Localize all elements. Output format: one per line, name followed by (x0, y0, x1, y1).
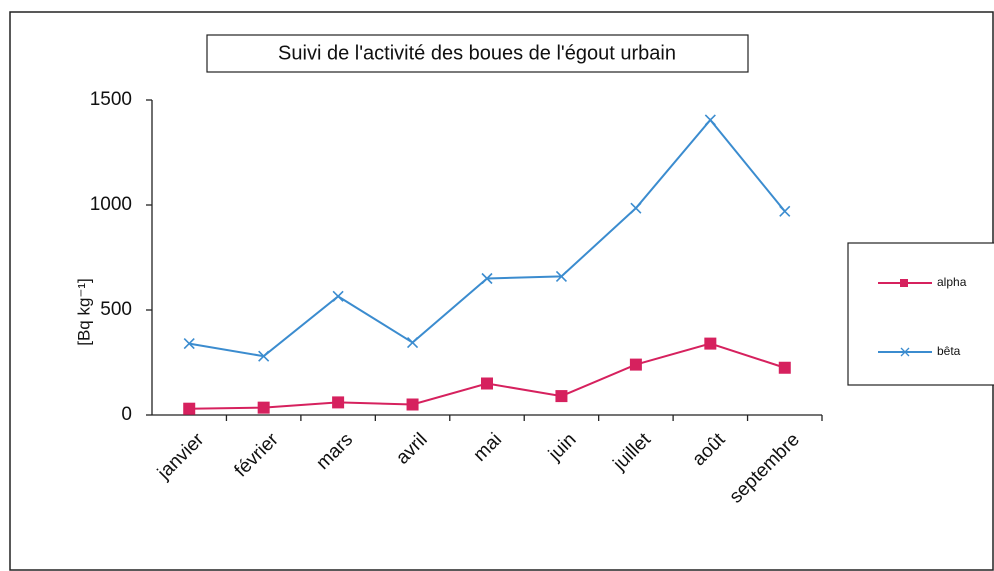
legend-marker (900, 279, 908, 287)
title-box (206, 34, 749, 73)
y-axis-label: [Bq kg⁻¹] (74, 278, 93, 346)
y-tick-label: 0 (121, 404, 132, 425)
marker (704, 114, 716, 126)
marker (555, 270, 568, 282)
marker (481, 377, 493, 390)
legend-box (847, 242, 994, 386)
marker (481, 272, 493, 285)
marker (778, 361, 791, 374)
marker (704, 337, 717, 350)
legend-marker (900, 347, 910, 357)
y-tick-label: 1500 (90, 89, 132, 110)
y-tick-label: 1000 (90, 194, 132, 215)
marker (332, 396, 345, 409)
marker (257, 401, 270, 414)
chart-frame (9, 11, 994, 571)
chart-title: Suivi de l'activité des boues de l'égout… (278, 42, 676, 64)
marker (779, 205, 791, 217)
marker (406, 336, 419, 349)
marker (629, 358, 642, 371)
marker (183, 338, 195, 350)
marker (555, 390, 568, 403)
marker (183, 402, 196, 415)
legend-label: alpha (937, 275, 967, 289)
marker (406, 398, 419, 411)
legend-label: bêta (937, 344, 961, 358)
marker (258, 350, 270, 362)
marker (332, 290, 344, 302)
marker (630, 202, 642, 214)
y-tick-label: 500 (100, 299, 132, 320)
